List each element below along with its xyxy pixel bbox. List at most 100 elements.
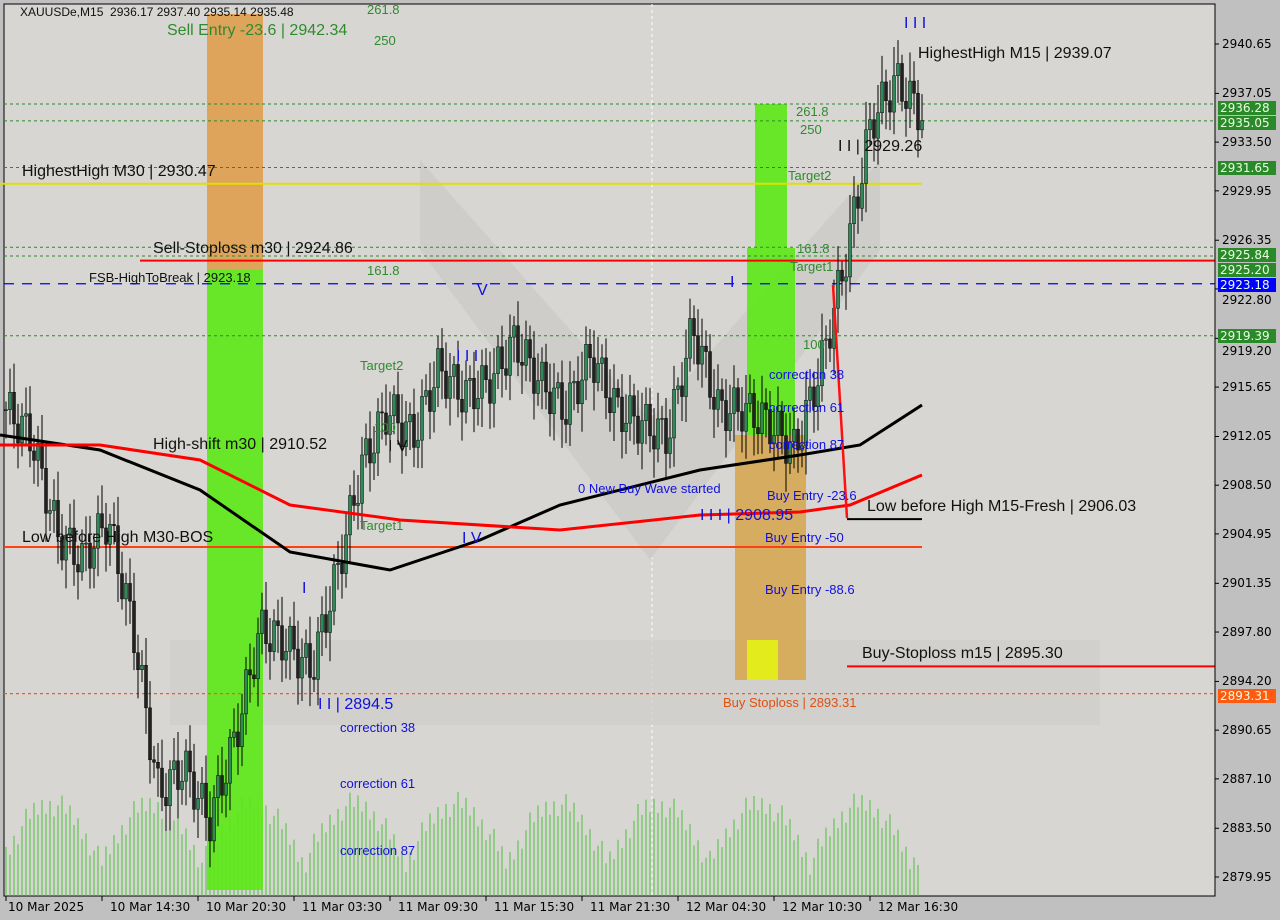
- candle-body: [60, 536, 64, 561]
- candle-body: [372, 452, 376, 464]
- candle-body: [460, 399, 464, 413]
- chart-annotation: 250: [800, 122, 822, 137]
- y-tick-label: 2904.95: [1222, 526, 1272, 541]
- y-tick-label: 2926.35: [1222, 233, 1272, 248]
- candle-body: [728, 413, 732, 431]
- chart-annotation: I I | 2894.5: [318, 696, 394, 713]
- candle-body: [740, 411, 744, 432]
- y-tick-label: 2890.65: [1222, 723, 1272, 738]
- candle-body: [144, 664, 148, 709]
- chart-annotation: correction 61: [769, 400, 845, 415]
- chart-annotation: I I I | 2908.95: [700, 507, 794, 524]
- symbol-label: XAUUSDe,M15 2936.17 2937.40 2935.14 2935…: [20, 5, 294, 20]
- candle-body: [892, 75, 896, 113]
- candle-body: [208, 817, 212, 842]
- chart-annotation: 0 New Buy Wave started: [578, 481, 721, 496]
- x-tick-label: 12 Mar 16:30: [878, 900, 959, 914]
- candle-body: [408, 414, 412, 423]
- candle-body: [136, 652, 140, 670]
- candle-body: [180, 780, 184, 790]
- candle-body: [564, 419, 568, 425]
- candle-body: [680, 385, 684, 397]
- candle-body: [772, 435, 776, 445]
- candle-body: [872, 119, 876, 139]
- price-tag: 2919.39: [1218, 328, 1276, 343]
- candle-body: [856, 196, 860, 209]
- chart-annotation: Target1: [360, 518, 404, 533]
- candle-body: [284, 651, 288, 661]
- chart-annotation: I V: [388, 438, 408, 455]
- candle-body: [904, 101, 908, 109]
- candle-body: [792, 428, 796, 442]
- candle-body: [300, 657, 304, 679]
- candle-body: [604, 357, 608, 399]
- candle-body: [500, 346, 504, 369]
- candle-body: [788, 441, 792, 464]
- moving-average-slow: [0, 443, 923, 532]
- chart-annotation: 100: [374, 420, 396, 435]
- candle-body: [252, 674, 256, 680]
- candle-body: [484, 365, 488, 380]
- candle-body: [916, 92, 920, 131]
- chart-annotation: Buy Entry -50: [765, 530, 844, 545]
- candle-body: [236, 731, 240, 747]
- candle-body: [504, 368, 508, 376]
- candle-body: [296, 648, 300, 679]
- y-tick-label: 2922.80: [1222, 293, 1272, 308]
- candle-body: [248, 669, 252, 676]
- candle-body: [628, 395, 632, 424]
- candle-body: [288, 625, 292, 652]
- candle-body: [28, 413, 32, 452]
- candle-body: [448, 376, 452, 399]
- candle-body: [472, 378, 476, 410]
- candle-body: [452, 364, 456, 377]
- candle-body: [200, 782, 204, 799]
- price-tag: 2936.28: [1218, 101, 1276, 116]
- symbol: XAUUSDe,M15: [20, 5, 104, 19]
- candle-body: [76, 564, 80, 573]
- candle-body: [336, 562, 340, 565]
- candle-body: [540, 361, 544, 381]
- candle-body: [168, 769, 172, 807]
- zone-rect: [207, 270, 263, 890]
- candle-body: [308, 643, 312, 678]
- candle-body: [304, 643, 308, 658]
- candle-body: [880, 81, 884, 114]
- candle-body: [636, 415, 640, 444]
- chart-annotation: FSB-HighToBreak | 2923.18: [89, 270, 251, 285]
- candle-body: [220, 775, 224, 796]
- candle-body: [548, 391, 552, 414]
- candle-body: [340, 562, 344, 574]
- candle-body: [744, 403, 748, 432]
- candle-body: [212, 797, 216, 842]
- candle-body: [748, 393, 752, 404]
- candle-body: [524, 339, 528, 366]
- x-tick-label: 12 Mar 10:30: [782, 900, 863, 914]
- candle-body: [508, 336, 512, 376]
- candle-body: [312, 677, 316, 680]
- candle-body: [768, 409, 772, 445]
- candle-body: [796, 428, 800, 451]
- candle-body: [884, 81, 888, 101]
- candle-body: [352, 495, 356, 506]
- candle-body: [776, 411, 780, 436]
- price-tag: 2931.65: [1218, 160, 1276, 175]
- candle-body: [148, 707, 152, 761]
- candle-body: [188, 750, 192, 773]
- moving-average-fast: [0, 403, 923, 572]
- chart-annotation: 161.8: [367, 263, 400, 278]
- candle-body: [416, 439, 420, 448]
- candle-body: [844, 276, 848, 282]
- candle-body: [644, 404, 648, 421]
- candle-body: [596, 363, 600, 383]
- chart-annotation: Low before High M30-BOS: [22, 529, 214, 546]
- candle-body: [8, 392, 12, 410]
- candle-body: [716, 389, 720, 410]
- candle-body: [888, 100, 892, 113]
- candle-body: [900, 63, 904, 102]
- candle-body: [56, 500, 60, 538]
- candle-body: [444, 370, 448, 399]
- chart-annotation: Low before High M15-Fresh | 2906.03: [867, 498, 1137, 515]
